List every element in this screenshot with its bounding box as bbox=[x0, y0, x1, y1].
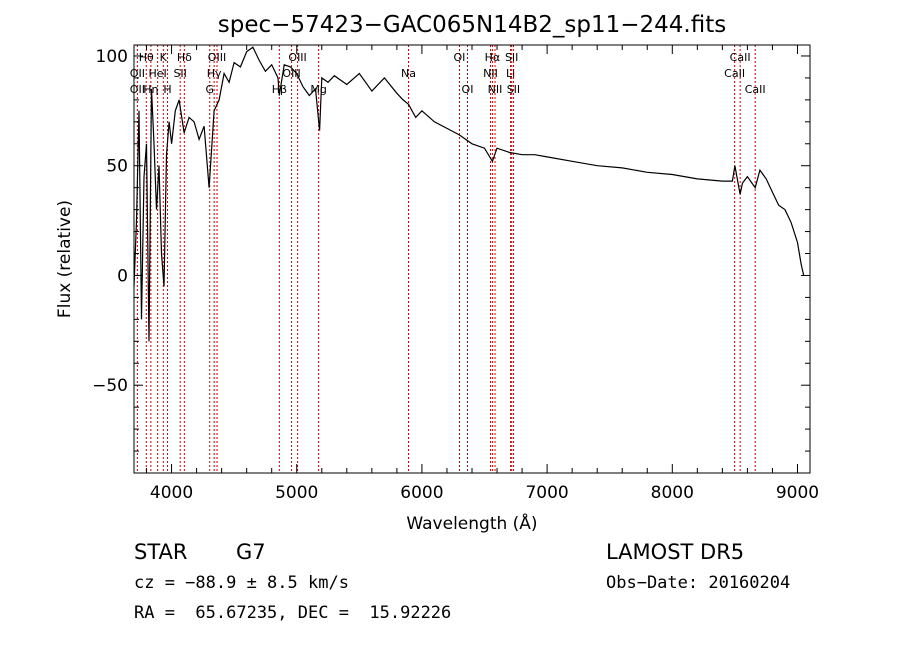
plot-frame bbox=[133, 44, 811, 474]
x-axis-ticks: 4000 5000 6000 7000 8000 9000 bbox=[146, 45, 819, 503]
line-label: HeI bbox=[149, 67, 167, 80]
line-label: SII bbox=[505, 51, 518, 64]
x-tick-label: 9000 bbox=[776, 483, 819, 503]
line-label: Na bbox=[401, 67, 416, 80]
line-label: NII bbox=[488, 83, 503, 96]
y-axis-label: Flux (relative) bbox=[55, 200, 75, 318]
line-label: OI bbox=[462, 83, 474, 96]
line-label: Mg bbox=[310, 83, 326, 96]
y-axis-ticks: −50 0 50 100 bbox=[92, 47, 810, 452]
line-label: Hα bbox=[485, 51, 501, 64]
line-label: SII bbox=[507, 83, 520, 96]
line-label: Hδ bbox=[177, 51, 192, 64]
line-label: OIII bbox=[208, 51, 226, 64]
x-axis-label: Wavelength (Å) bbox=[406, 512, 537, 534]
line-label: OIII bbox=[288, 51, 306, 64]
line-label: CaII bbox=[745, 83, 766, 96]
redshift-velocity: cz = −88.9 ± 8.5 km/s bbox=[134, 573, 349, 593]
y-tick-label: 0 bbox=[117, 266, 128, 286]
line-label: Hθ bbox=[139, 51, 154, 64]
object-class: STAR bbox=[134, 540, 188, 564]
object-subclass: G7 bbox=[236, 540, 266, 564]
x-tick-label: 7000 bbox=[525, 483, 568, 503]
chart-title: spec−57423−GAC065N14B2_sp11−244.fits bbox=[218, 12, 726, 38]
line-label: SII bbox=[173, 67, 186, 80]
y-tick-label: 100 bbox=[96, 47, 128, 67]
line-label: NII bbox=[483, 67, 498, 80]
x-tick-label: 5000 bbox=[275, 483, 318, 503]
line-label: Hγ bbox=[207, 67, 222, 80]
emission-line-markers bbox=[136, 45, 756, 473]
line-label: OIII bbox=[282, 67, 300, 80]
x-tick-label: 4000 bbox=[150, 483, 193, 503]
observation-date: Obs−Date: 20160204 bbox=[606, 573, 791, 593]
line-label: CaII bbox=[730, 51, 751, 64]
y-tick-label: −50 bbox=[92, 376, 128, 396]
line-label: G bbox=[205, 83, 214, 96]
coordinates: RA = 65.67235, DEC = 15.92226 bbox=[134, 603, 452, 623]
x-tick-label: 8000 bbox=[651, 483, 694, 503]
line-label: CaII bbox=[724, 67, 745, 80]
line-label: K bbox=[160, 51, 168, 64]
line-label: Li bbox=[506, 67, 515, 80]
line-label: OI bbox=[454, 51, 466, 64]
y-tick-label: 50 bbox=[106, 157, 128, 177]
x-tick-label: 6000 bbox=[400, 483, 443, 503]
data-release: LAMOST DR5 bbox=[606, 540, 745, 564]
line-label: H bbox=[163, 83, 171, 96]
spectrum-line bbox=[133, 46, 805, 342]
